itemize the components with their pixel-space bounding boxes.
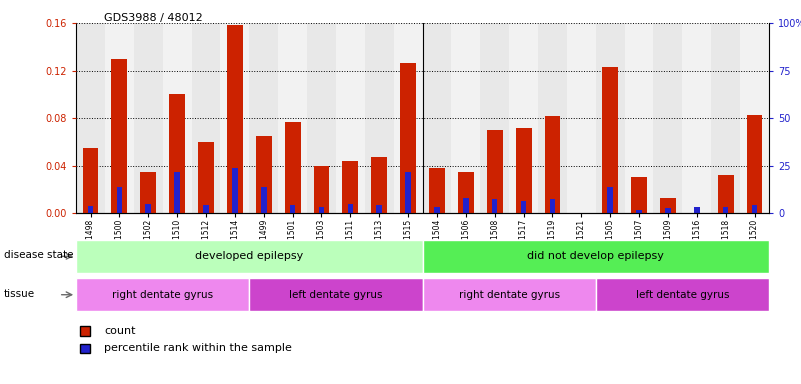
Bar bbox=[463, 198, 469, 213]
Bar bbox=[538, 23, 567, 213]
Bar bbox=[752, 205, 757, 213]
Bar bbox=[492, 199, 497, 213]
Bar bbox=[596, 278, 769, 311]
Bar bbox=[452, 23, 481, 213]
Bar bbox=[198, 142, 214, 213]
Text: left dentate gyrus: left dentate gyrus bbox=[289, 290, 383, 300]
Bar bbox=[76, 240, 422, 273]
Bar bbox=[284, 122, 300, 213]
Bar bbox=[232, 168, 238, 213]
Bar bbox=[596, 23, 625, 213]
Bar bbox=[422, 23, 452, 213]
Bar bbox=[336, 23, 364, 213]
Bar bbox=[400, 63, 416, 213]
Bar bbox=[76, 278, 249, 311]
Bar bbox=[175, 172, 180, 213]
Bar bbox=[249, 23, 278, 213]
Bar bbox=[723, 207, 728, 213]
Bar bbox=[631, 177, 647, 213]
Bar bbox=[319, 207, 324, 213]
Bar bbox=[256, 136, 272, 213]
Bar bbox=[521, 201, 526, 213]
Bar bbox=[88, 206, 93, 213]
Bar bbox=[261, 187, 267, 213]
Bar bbox=[718, 175, 734, 213]
Bar bbox=[747, 114, 763, 213]
Bar bbox=[434, 207, 440, 213]
Bar bbox=[607, 187, 613, 213]
Bar bbox=[545, 116, 561, 213]
Bar bbox=[567, 23, 596, 213]
Bar bbox=[146, 204, 151, 213]
Bar bbox=[422, 278, 596, 311]
Bar bbox=[625, 23, 654, 213]
Bar bbox=[376, 205, 382, 213]
Bar bbox=[227, 25, 243, 213]
Bar bbox=[191, 23, 220, 213]
Bar bbox=[169, 94, 185, 213]
Bar bbox=[422, 240, 769, 273]
Bar bbox=[290, 205, 296, 213]
Bar bbox=[220, 23, 249, 213]
Bar bbox=[140, 172, 156, 213]
Bar bbox=[111, 59, 127, 213]
Bar bbox=[660, 198, 676, 213]
Bar bbox=[105, 23, 134, 213]
Text: right dentate gyrus: right dentate gyrus bbox=[112, 290, 213, 300]
Bar bbox=[83, 148, 99, 213]
Bar bbox=[405, 172, 411, 213]
Bar bbox=[711, 23, 740, 213]
Bar bbox=[694, 207, 699, 213]
Bar bbox=[487, 130, 503, 213]
Bar bbox=[481, 23, 509, 213]
Bar bbox=[203, 205, 209, 213]
Text: percentile rank within the sample: percentile rank within the sample bbox=[104, 343, 292, 353]
Bar bbox=[76, 23, 105, 213]
Bar bbox=[602, 67, 618, 213]
Bar bbox=[163, 23, 191, 213]
Text: did not develop epilepsy: did not develop epilepsy bbox=[527, 251, 664, 262]
Text: disease state: disease state bbox=[4, 250, 74, 260]
Bar bbox=[348, 204, 353, 213]
Bar bbox=[516, 127, 532, 213]
Bar bbox=[636, 210, 642, 213]
Text: GDS3988 / 48012: GDS3988 / 48012 bbox=[104, 13, 203, 23]
Text: count: count bbox=[104, 326, 135, 336]
Bar bbox=[134, 23, 163, 213]
Bar bbox=[740, 23, 769, 213]
Bar bbox=[682, 23, 711, 213]
Text: left dentate gyrus: left dentate gyrus bbox=[636, 290, 729, 300]
Bar bbox=[665, 209, 670, 213]
Bar bbox=[429, 168, 445, 213]
Bar bbox=[393, 23, 422, 213]
Bar bbox=[549, 199, 555, 213]
Bar bbox=[509, 23, 538, 213]
Bar bbox=[313, 166, 329, 213]
Bar bbox=[278, 23, 307, 213]
Bar bbox=[117, 187, 123, 213]
Text: developed epilepsy: developed epilepsy bbox=[195, 251, 304, 262]
Text: right dentate gyrus: right dentate gyrus bbox=[459, 290, 560, 300]
Bar bbox=[342, 161, 358, 213]
Bar bbox=[364, 23, 393, 213]
Bar bbox=[249, 278, 422, 311]
Bar bbox=[307, 23, 336, 213]
Bar bbox=[372, 157, 387, 213]
Text: tissue: tissue bbox=[4, 289, 35, 299]
Bar bbox=[458, 172, 473, 213]
Bar bbox=[654, 23, 682, 213]
